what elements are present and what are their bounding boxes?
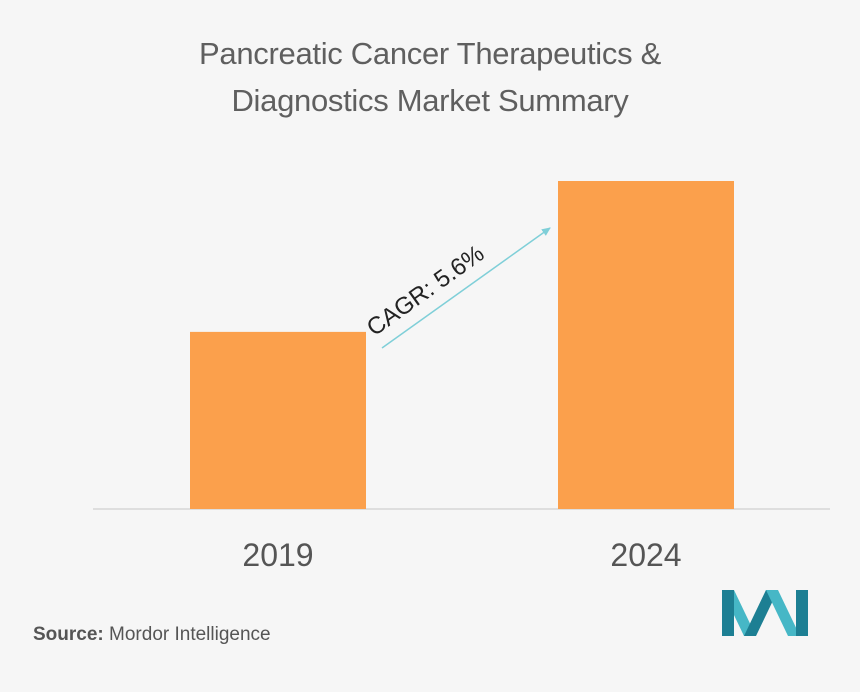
mordor-intelligence-logo-icon [722, 590, 808, 636]
source-note: Source: Mordor Intelligence [33, 624, 271, 646]
x-tick-label-2019: 2019 [242, 537, 313, 573]
cagr-label: CAGR: 5.6% [362, 240, 489, 342]
source-text: Mordor Intelligence [109, 624, 271, 645]
bar-2019 [190, 331, 366, 509]
chart-title-line-1: Pancreatic Cancer Therapeutics & [199, 36, 661, 71]
bar-2024 [558, 181, 734, 509]
source-label: Source: [33, 624, 104, 645]
chart-title-line-2: Diagnostics Market Summary [231, 83, 629, 118]
cagr-arrow [381, 227, 551, 349]
x-tick-label-2024: 2024 [610, 537, 681, 573]
